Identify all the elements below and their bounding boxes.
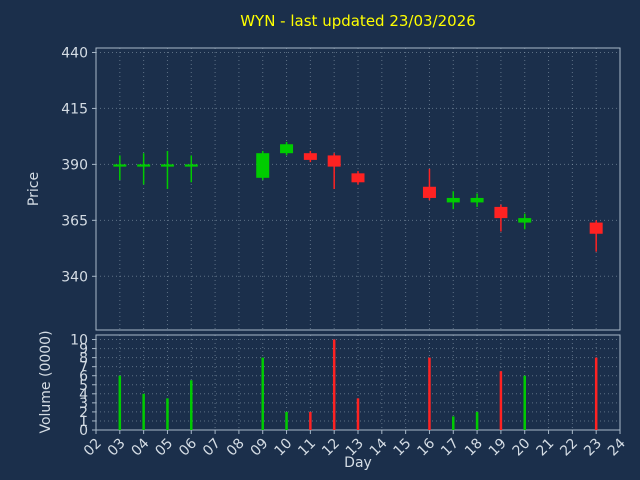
candle-body [518,218,532,223]
svg-text:24: 24 [605,435,629,459]
svg-text:23: 23 [581,436,605,460]
svg-text:06: 06 [176,435,200,459]
svg-text:365: 365 [61,213,88,229]
candle-body [280,144,294,154]
svg-text:17: 17 [438,436,462,460]
svg-text:05: 05 [152,436,176,460]
svg-text:11: 11 [295,436,319,460]
svg-text:12: 12 [319,436,343,460]
svg-text:6: 6 [79,369,88,385]
candle-body [303,153,317,160]
svg-text:03: 03 [105,436,129,460]
candle-body [137,164,151,167]
svg-text:09: 09 [248,436,272,460]
volume-bar [261,357,264,430]
chart-title: WYN - last updated 23/03/2026 [240,12,476,30]
svg-text:2: 2 [79,405,88,421]
svg-text:21: 21 [533,436,557,460]
svg-text:20: 20 [510,436,534,460]
volume-bar [142,393,145,430]
svg-text:10: 10 [70,333,88,349]
candle-body [256,153,270,178]
svg-text:1: 1 [79,414,88,430]
volume-bar [356,398,360,430]
svg-text:5: 5 [79,378,88,394]
svg-text:10: 10 [271,436,295,460]
volume-bar [475,411,479,430]
svg-text:15: 15 [391,436,415,460]
volume-bar [332,339,336,430]
volume-bar [594,357,598,430]
svg-text:9: 9 [79,342,88,358]
svg-text:19: 19 [486,436,510,460]
volume-bar [428,357,431,430]
svg-text:08: 08 [224,436,248,460]
candle-body [113,164,127,167]
svg-text:14: 14 [367,435,391,459]
svg-text:390: 390 [61,157,88,173]
svg-text:7: 7 [79,360,88,376]
svg-text:18: 18 [462,436,486,460]
svg-text:8: 8 [79,351,88,367]
svg-text:440: 440 [61,45,88,61]
volume-bar [285,411,288,430]
svg-text:3: 3 [79,396,88,412]
volume-bars [118,339,598,430]
x-axis-label: Day [344,455,372,471]
volume-bar [523,375,526,430]
svg-text:415: 415 [61,101,88,117]
candle-body [422,186,436,198]
svg-text:07: 07 [200,436,224,460]
volume-bar [309,411,312,430]
svg-text:4: 4 [79,387,88,403]
axes-spines [95,47,621,431]
candle-body [184,164,198,167]
svg-text:0: 0 [79,423,88,439]
candle-body [470,197,484,203]
svg-text:22: 22 [557,436,581,460]
volume-bar [190,380,193,430]
candle-body [494,206,508,219]
volume-bar [452,416,455,430]
candle-body [446,197,460,203]
candle-body [589,222,603,234]
candle-body [327,155,341,167]
candle-body [351,173,365,183]
svg-text:340: 340 [61,269,88,285]
candle-body [160,164,174,167]
gridlines [95,48,621,431]
svg-text:04: 04 [129,435,153,459]
svg-text:13: 13 [343,436,367,460]
candles [113,142,603,252]
volume-bar [499,371,503,430]
volume-bar [166,398,169,430]
svg-text:02: 02 [81,436,105,460]
volume-bar [118,375,122,430]
svg-text:16: 16 [414,435,438,459]
